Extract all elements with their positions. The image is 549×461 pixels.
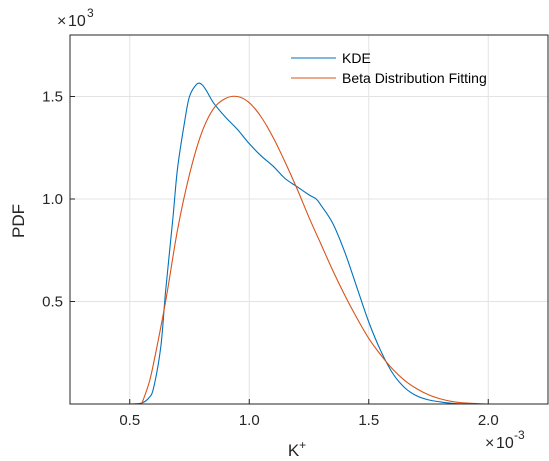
y-exponent-times: × [57, 13, 66, 30]
x-axis-label: K+ [288, 438, 306, 460]
x-exponent-base: 10 [496, 435, 514, 452]
series-line-kde [129, 82, 465, 405]
x-axis-label-sup: + [299, 438, 306, 452]
legend-label-kde: KDE [342, 50, 371, 66]
legend: KDE Beta Distribution Fitting [291, 50, 487, 86]
axes-box [69, 34, 549, 405]
x-tick-label: 1.5 [358, 412, 379, 429]
x-exponent: -3 [514, 428, 525, 442]
y-exponent: 3 [87, 6, 94, 20]
y-axis-label: PDF [9, 204, 28, 238]
x-axis-label-main: K [288, 441, 300, 460]
x-tick-label: 2.0 [478, 412, 499, 429]
legend-label-beta: Beta Distribution Fitting [342, 70, 487, 86]
y-tick-label: 0.5 [42, 294, 63, 311]
y-tick-label: 1.0 [42, 191, 63, 208]
ticks: 0.5 1.0 1.5 2.0 0.5 1.0 1.5 [42, 89, 499, 430]
series-layer [129, 82, 489, 405]
x-exponent-times: × [485, 435, 494, 452]
series-line-beta-fit [141, 95, 489, 405]
y-tick-label: 1.5 [42, 89, 63, 106]
x-tick-label: 0.5 [119, 412, 140, 429]
grid [70, 35, 548, 404]
x-tick-label: 1.0 [239, 412, 260, 429]
y-exponent-base: 10 [68, 13, 86, 30]
